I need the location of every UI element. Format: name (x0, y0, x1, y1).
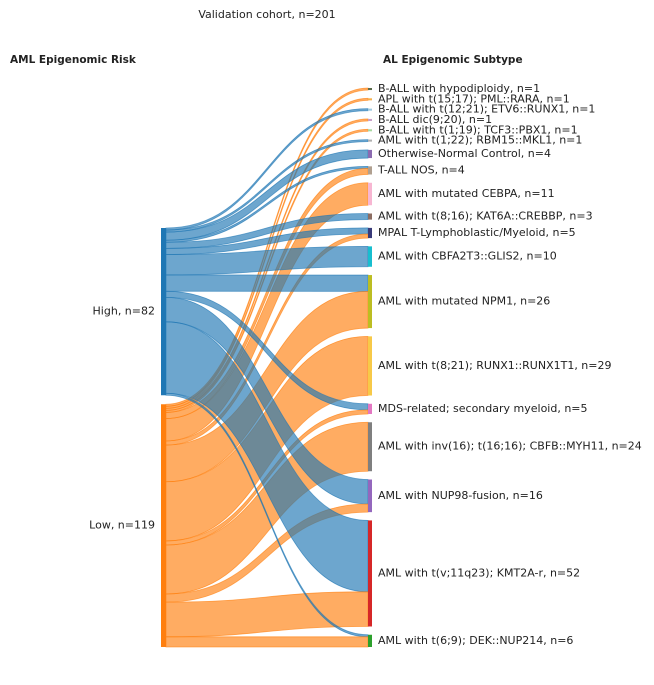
target-label: Otherwise-Normal Control, n=4 (378, 147, 551, 160)
target-node (368, 520, 372, 627)
source-label: Low, n=119 (89, 519, 155, 532)
target-label: AML with t(8;16); KAT6A::CREBBP, n=3 (378, 210, 593, 223)
right-header: AL Epigenomic Subtype (383, 54, 523, 66)
target-node (368, 108, 372, 111)
target-node (368, 634, 372, 647)
left-header: AML Epigenomic Risk (10, 54, 137, 66)
target-node (368, 422, 372, 472)
chart-title: Validation cohort, n=201 (198, 8, 335, 21)
target-node (368, 139, 372, 142)
target-label: B-ALL with t(1;19); TCF3::PBX1, n=1 (378, 123, 578, 136)
source-label: High, n=82 (93, 305, 155, 318)
target-node (368, 336, 372, 396)
target-node (368, 166, 372, 175)
target-label: AML with CBFA2T3::GLIS2, n=10 (378, 250, 557, 263)
target-label: B-ALL dic(9;20), n=1 (378, 113, 492, 126)
link (165, 108, 369, 231)
target-node (368, 275, 372, 329)
target-label: AML with mutated CEBPA, n=11 (378, 187, 555, 200)
target-node (368, 149, 372, 159)
target-node (368, 98, 372, 101)
target-label: APL with t(15;17); PML::RARA, n=1 (378, 92, 570, 105)
link (165, 274, 369, 292)
target-label: MPAL T-Lymphoblastic/Myeloid, n=5 (378, 226, 576, 239)
target-node (368, 118, 372, 121)
links (165, 87, 369, 648)
target-node (368, 246, 372, 267)
target-node (368, 213, 372, 220)
target-label: B-ALL with t(12;21); ETV6::RUNX1, n=1 (378, 103, 595, 116)
target-label: MDS-related; secondary myeloid, n=5 (378, 402, 588, 415)
target-node (368, 479, 372, 513)
link (165, 139, 369, 233)
source-node (161, 228, 166, 396)
target-label: B-ALL with hypodiploidy, n=1 (378, 82, 540, 95)
link (165, 149, 369, 241)
target-label: AML with t(8;21); RUNX1::RUNX1T1, n=29 (378, 359, 612, 372)
nodes: High, n=82 Low, n=119 B-ALL with hypodiplo… (89, 82, 642, 647)
source-node (161, 404, 166, 647)
target-label: AML with t(v;11q23); KMT2A-r, n=52 (378, 566, 580, 579)
target-label: AML with t(6;9); DEK::NUP214, n=6 (378, 634, 573, 647)
target-label: AML with inv(16); t(16;16); CBFB::MYH11,… (378, 440, 642, 453)
target-label: AML with NUP98-fusion, n=16 (378, 489, 543, 502)
target-node (368, 182, 372, 206)
target-node (368, 88, 372, 91)
target-label: AML with t(1;22); RBM15::MKL1, n=1 (378, 134, 582, 147)
target-node (368, 403, 372, 414)
target-node (368, 227, 372, 239)
target-node (368, 129, 372, 132)
target-label: AML with mutated NPM1, n=26 (378, 295, 550, 308)
target-label: T-ALL NOS, n=4 (377, 163, 465, 176)
link (165, 636, 369, 648)
